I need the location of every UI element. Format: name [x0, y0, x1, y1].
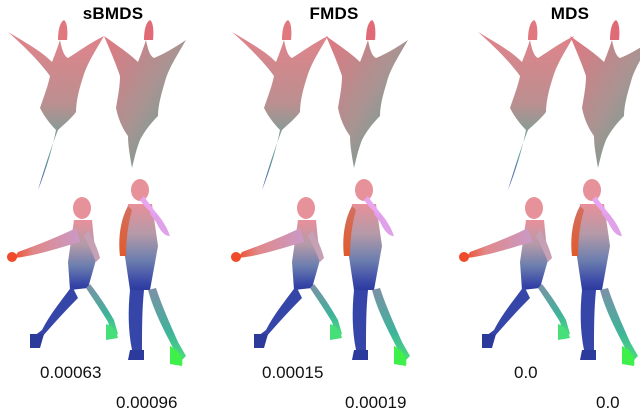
error-value-fmds-a: 0.00015 — [262, 363, 324, 382]
error-value-sbmds-a: 0.00063 — [40, 363, 102, 382]
error-value-sbmds-b: 0.00096 — [116, 393, 178, 412]
method-title-mds: MDS — [550, 4, 590, 23]
method-title-sbmds: sBMDS — [82, 4, 144, 23]
method-title-fmds: FMDS — [309, 4, 359, 23]
error-value-mds-a: 0.0 — [514, 363, 538, 382]
error-value-mds-b: 0.0 — [596, 393, 620, 412]
error-value-fmds-b: 0.00019 — [345, 393, 407, 412]
